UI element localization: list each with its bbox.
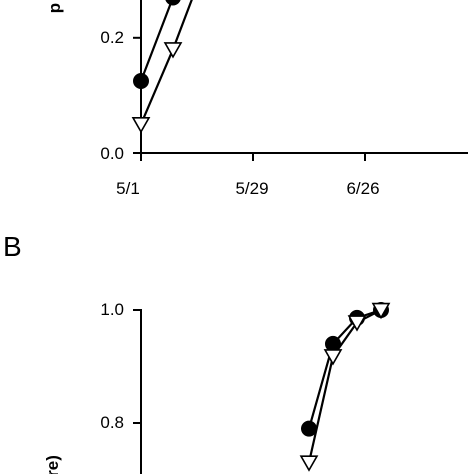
data-point-triangle <box>347 315 367 332</box>
panel-b-y-axis-label: re) <box>43 455 62 474</box>
panel-a-x-tick-label: 5/1 <box>116 179 140 198</box>
data-point-circle <box>301 420 317 437</box>
panel-b-y-tick-label: 1.0 <box>100 300 124 319</box>
data-point-triangle <box>371 302 391 320</box>
series-line <box>307 308 382 429</box>
panel-a-x-tick-label: 5/29 <box>235 179 268 198</box>
panel-b-letter: B <box>3 231 22 262</box>
data-point-triangle <box>131 117 151 134</box>
panel-b-chart: B re) 1.0 0.8 <box>3 231 391 474</box>
panel-a-y-tick-label: 0.2 <box>100 28 124 47</box>
panel-a-y-axis-label: p <box>45 3 64 13</box>
panel-a-x-tick-label: 6/26 <box>346 179 379 198</box>
series-line <box>139 0 174 82</box>
panel-a-y-tick-label: 0.0 <box>100 144 124 163</box>
series-line <box>307 309 382 463</box>
data-point-circle <box>165 0 181 6</box>
data-point-triangle <box>299 455 319 472</box>
panel-b-y-tick-label: 0.8 <box>100 413 124 432</box>
data-point-triangle <box>323 349 343 366</box>
data-point-circle <box>133 73 149 89</box>
panel-a-chart: p 0.0 0.2 5/1 5/29 6/26 <box>45 0 468 198</box>
data-point-triangle <box>163 42 183 59</box>
